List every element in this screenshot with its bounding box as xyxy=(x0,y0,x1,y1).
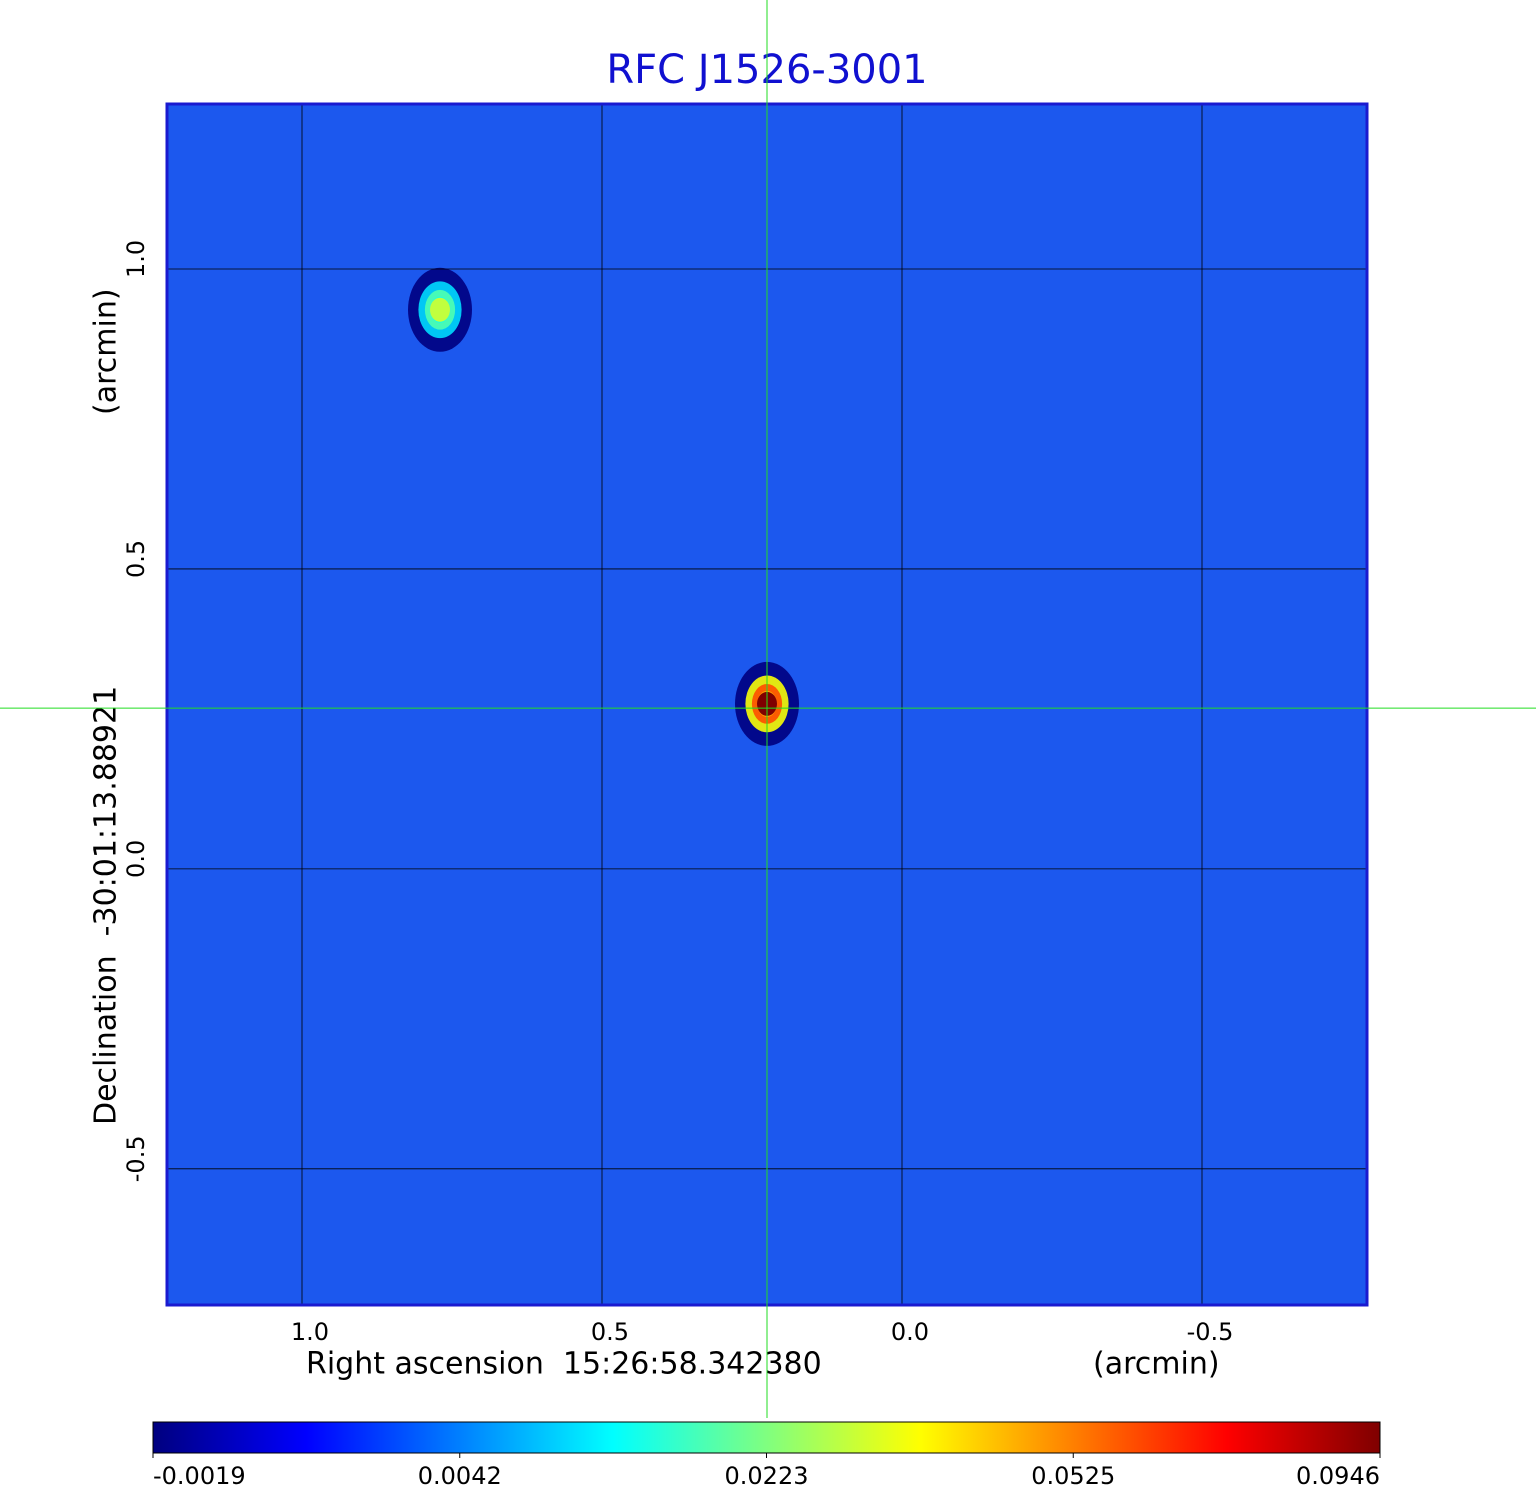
y-tick-label: 1.0 xyxy=(122,240,150,278)
colorbar-tick-label: 0.0946 xyxy=(1296,1462,1380,1490)
y-axis-label: Declination -30:01:13.88921 xyxy=(89,686,124,1125)
x-tick-label: 0.0 xyxy=(891,1318,929,1346)
x-tick-label: -0.5 xyxy=(1187,1318,1234,1346)
colorbar-tick-label: 0.0223 xyxy=(725,1462,809,1490)
colorbar xyxy=(152,1421,1381,1454)
y-tick-label: 0.0 xyxy=(122,840,150,878)
y-tick-label: -0.5 xyxy=(122,1135,150,1182)
x-axis-unit: (arcmin) xyxy=(1093,1347,1220,1382)
y-axis-unit: (arcmin) xyxy=(89,288,124,415)
source-peak xyxy=(430,297,450,322)
x-tick-label: 1.0 xyxy=(291,1318,329,1346)
source xyxy=(408,267,472,352)
colorbar-tick-label: 0.0525 xyxy=(1031,1462,1115,1490)
colorbar-tick-label: 0.0042 xyxy=(418,1462,502,1490)
y-tick-label: 0.5 xyxy=(122,540,150,578)
colorbar-tick-label: -0.0019 xyxy=(153,1462,246,1490)
x-axis-label: Right ascension 15:26:58.342380 xyxy=(306,1347,822,1382)
x-tick-label: 0.5 xyxy=(591,1318,629,1346)
